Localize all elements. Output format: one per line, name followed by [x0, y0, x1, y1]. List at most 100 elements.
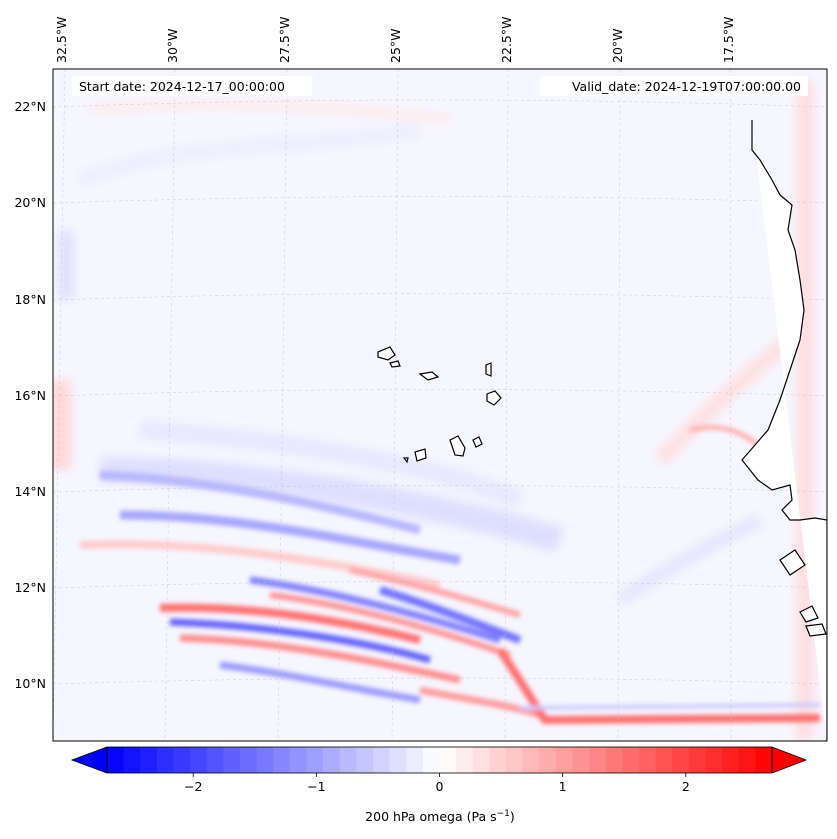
africa-coast: [741, 120, 827, 741]
colorbar-cell: [422, 747, 440, 773]
colorbar-tick-label: −1: [307, 779, 325, 794]
colorbar-label: 200 hPa omega (Pa s−1): [365, 809, 515, 824]
colorbar-cell: [572, 747, 590, 773]
graticule: [53, 69, 827, 741]
omega-field: [53, 69, 827, 741]
colorbar-cell: [156, 747, 174, 773]
lon-label: 30°W: [165, 28, 180, 63]
colorbar-cell: [289, 747, 307, 773]
colorbar-cell: [605, 747, 623, 773]
island: [486, 390, 502, 406]
colorbar-cell: [622, 747, 640, 773]
island: [377, 346, 396, 361]
island: [414, 448, 427, 462]
coastline: [377, 120, 827, 741]
colorbar-extend-low: [70, 746, 108, 774]
map-background: [53, 69, 827, 741]
omega-band-blue: [219, 661, 421, 704]
omega-band-red: [179, 634, 461, 684]
lat-label: 12°N: [14, 580, 46, 595]
colorbar-cell: [306, 747, 324, 773]
island: [418, 371, 440, 381]
colorbar: −2 −1 0 1 2 200 hPa omega (Pa s−1): [70, 746, 808, 824]
island: [449, 435, 466, 457]
colorbar-cell: [439, 747, 457, 773]
map-panel: Start date: 2024-12-17_00:00:00 Valid_da…: [14, 17, 828, 742]
omega-band-red: [89, 99, 451, 125]
omega-band-red: [159, 603, 421, 644]
island: [389, 360, 401, 368]
colorbar-tick-label: 0: [436, 779, 444, 794]
omega-band-blue: [169, 618, 431, 664]
colorbar-cell: [140, 747, 158, 773]
colorbar-tick-label: −2: [184, 779, 202, 794]
lon-label: 32.5°W: [54, 17, 69, 63]
colorbar-cell: [489, 747, 507, 773]
colorbar-cell: [389, 747, 407, 773]
colorbar-cell: [190, 747, 208, 773]
omega-band-blue: [519, 703, 821, 710]
colorbar-tick-label: 2: [682, 779, 690, 794]
colorbar-cell: [722, 747, 740, 773]
colorbar-cell: [273, 747, 291, 773]
start-date-box: [72, 76, 312, 96]
lat-label: 20°N: [14, 195, 46, 210]
lon-label: 22.5°W: [499, 17, 514, 63]
lon-label: 17.5°W: [721, 17, 736, 63]
colorbar-cell: [107, 747, 125, 773]
map-frame: [52, 68, 828, 742]
colorbar-cell: [688, 747, 706, 773]
lat-label: 16°N: [14, 388, 46, 403]
colorbar-cell: [672, 747, 690, 773]
colorbar-cell: [755, 747, 773, 773]
omega-band-red: [654, 333, 795, 466]
colorbar-cell: [173, 747, 191, 773]
omega-band-blue: [77, 123, 422, 187]
omega-band-blue: [99, 470, 422, 535]
omega-band-red: [419, 686, 542, 719]
omega-band-red: [349, 567, 521, 618]
colorbar-cell: [655, 747, 673, 773]
lon-label: 20°W: [610, 28, 625, 63]
colorbar-extend-high: [771, 746, 808, 774]
colorbar-cell: [539, 747, 557, 773]
colorbar-cell: [240, 747, 258, 773]
colorbar-cell: [339, 747, 357, 773]
colorbar-cell: [506, 747, 524, 773]
colorbar-cell: [589, 747, 607, 773]
valid-date-box: [540, 76, 808, 96]
colorbar-cell: [705, 747, 723, 773]
omega-band-blue: [139, 421, 524, 509]
colorbar-cell: [472, 747, 490, 773]
omega-band-red: [496, 647, 821, 725]
lat-label: 10°N: [14, 676, 46, 691]
colorbar-cell: [256, 747, 274, 773]
colorbar-cell: [123, 747, 141, 773]
colorbar-cell: [373, 747, 391, 773]
colorbar-cell: [356, 747, 374, 773]
colorbar-cell: [522, 747, 540, 773]
lon-label: 25°W: [388, 28, 403, 63]
colorbar-tick-label: 1: [559, 779, 567, 794]
omega-band-blue: [99, 457, 564, 553]
omega-band-blue: [249, 576, 502, 644]
lat-label: 22°N: [14, 99, 46, 114]
colorbar-cell: [406, 747, 424, 773]
start-date-label: Start date: 2024-12-17_00:00:00: [79, 79, 285, 94]
island: [402, 457, 409, 464]
colorbar-cell: [206, 747, 224, 773]
colorbar-cell: [323, 747, 341, 773]
lon-label: 27.5°W: [277, 17, 292, 63]
omega-band-blue: [616, 513, 764, 606]
omega-band-red: [79, 540, 441, 589]
island: [485, 362, 492, 377]
colorbar-cell: [639, 747, 657, 773]
colorbar-cell: [738, 747, 756, 773]
lat-label: 18°N: [14, 292, 46, 307]
colorbar-cell: [223, 747, 241, 773]
island: [472, 436, 483, 448]
omega-band-blue: [119, 510, 461, 565]
colorbar-cell: [555, 747, 573, 773]
omega-band-red: [269, 592, 511, 658]
